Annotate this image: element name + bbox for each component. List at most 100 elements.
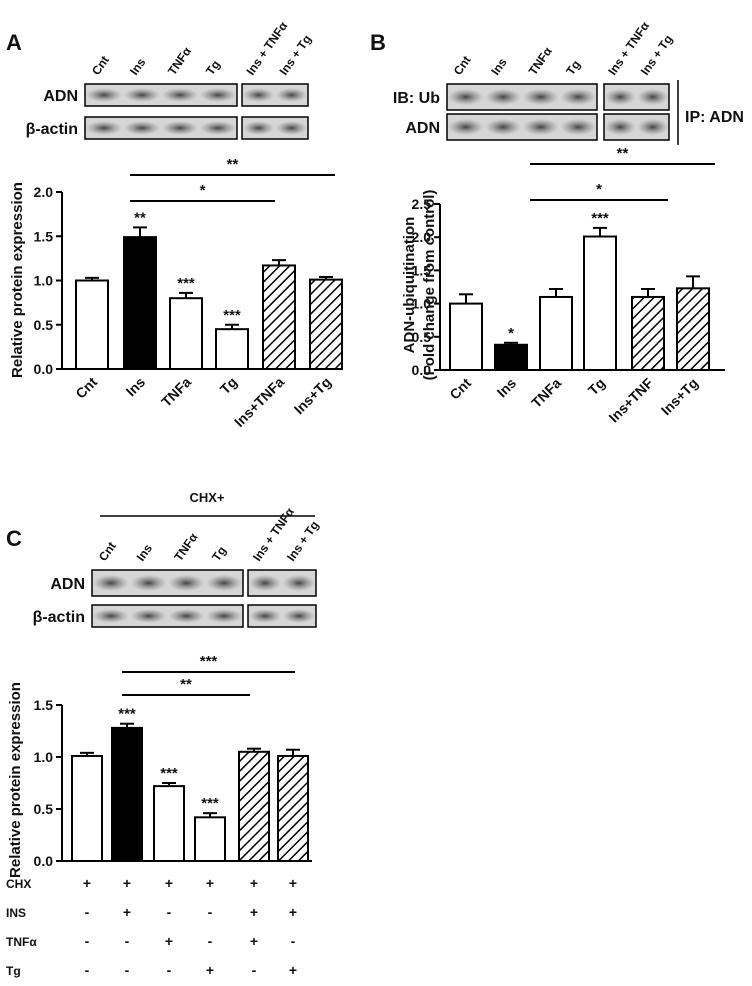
- blot-band: [161, 120, 199, 136]
- y-axis-label: Relative protein expression: [9, 182, 26, 378]
- y-tick-label: 2.0: [412, 229, 432, 245]
- lane-label: Ins: [134, 541, 156, 563]
- row-label: ADN: [43, 88, 78, 105]
- comparison-label: **: [227, 156, 239, 173]
- lane-label: Cnt: [89, 53, 112, 77]
- blot-band: [604, 118, 636, 136]
- y-tick-label: 2.5: [412, 196, 432, 212]
- lane-label: TNFα: [165, 44, 194, 78]
- comparison-label: **: [617, 145, 629, 162]
- x-tick-label: Ins+Tg: [291, 374, 334, 417]
- blot-band: [199, 120, 237, 136]
- x-tick-label: TNFa: [158, 374, 194, 410]
- treatment-mark: -: [291, 933, 296, 949]
- treatment-mark: +: [250, 933, 258, 949]
- panel-letter: B: [370, 30, 386, 55]
- blot-band: [560, 118, 597, 136]
- blot-band: [447, 118, 484, 136]
- panel-letter: A: [6, 30, 22, 55]
- y-axis-label: Relative protein expression: [7, 682, 24, 878]
- blot-header: CHX+: [189, 490, 224, 505]
- blot-band: [85, 87, 123, 103]
- bar: [238, 750, 270, 862]
- blot-band: [447, 88, 484, 106]
- treatment-mark: +: [250, 875, 258, 891]
- bar: [153, 785, 185, 862]
- treatment-name: INS: [6, 906, 26, 920]
- lane-label: Tg: [563, 58, 583, 78]
- y-tick-label: 2.0: [34, 184, 54, 200]
- side-label: IP: ADN: [685, 109, 744, 126]
- bar: [215, 328, 249, 370]
- treatment-mark: -: [252, 962, 257, 978]
- y-tick-label: 1.5: [34, 228, 54, 244]
- treatment-mark: +: [289, 962, 297, 978]
- blot-band: [123, 120, 161, 136]
- bar: [449, 302, 483, 372]
- blot-band: [248, 574, 282, 592]
- comparison-label: *: [200, 182, 206, 199]
- treatment-mark: -: [208, 904, 213, 920]
- bar: [539, 295, 573, 371]
- y-tick-label: 0.0: [34, 853, 54, 869]
- comparison-label: *: [596, 181, 602, 198]
- row-label: IB: Ub: [393, 90, 440, 107]
- x-tick-label: Ins+Tg: [658, 375, 701, 418]
- row-label: ADN: [405, 120, 440, 137]
- y-tick-label: 0.5: [34, 317, 54, 333]
- lane-label: Tg: [209, 544, 229, 564]
- lane-label: Ins: [127, 55, 149, 77]
- y-tick-label: 0.0: [34, 361, 54, 377]
- y-tick-label: 1.0: [34, 749, 54, 765]
- treatment-mark: -: [85, 962, 90, 978]
- treatment-mark: +: [289, 904, 297, 920]
- blot-band: [199, 87, 237, 103]
- blot-band: [522, 88, 559, 106]
- comparison-label: **: [180, 676, 192, 693]
- blot-band: [637, 88, 669, 106]
- blot-band: [560, 88, 597, 106]
- significance-label: *: [508, 325, 514, 342]
- significance-label: ***: [118, 706, 136, 723]
- blot-band: [248, 608, 282, 624]
- treatment-mark: +: [206, 962, 214, 978]
- treatment-mark: +: [83, 875, 91, 891]
- blot-band: [275, 87, 308, 103]
- blot-band: [242, 120, 275, 136]
- treatment-mark: +: [165, 875, 173, 891]
- bar: [71, 754, 103, 863]
- blot-band: [92, 608, 129, 624]
- y-tick-label: 0.5: [34, 801, 54, 817]
- lane-label: Cnt: [451, 53, 474, 77]
- x-tick-label: Cnt: [446, 375, 474, 403]
- panel-letter: C: [6, 526, 22, 551]
- bar: [75, 279, 109, 370]
- bar: [194, 816, 226, 863]
- lane-label: Ins + Tg: [284, 518, 322, 563]
- blot-band: [604, 88, 636, 106]
- treatment-mark: -: [125, 962, 130, 978]
- treatment-name: CHX: [6, 877, 31, 891]
- y-tick-label: 1.0: [412, 296, 432, 312]
- treatment-mark: -: [85, 904, 90, 920]
- lane-label: TNFα: [526, 44, 555, 78]
- y-tick-label: 1.0: [34, 273, 54, 289]
- x-tick-label: Tg: [217, 374, 240, 397]
- bar: [583, 235, 617, 371]
- x-tick-label: Cnt: [72, 374, 100, 402]
- blot-box: [91, 604, 244, 628]
- y-tick-label: 0.0: [412, 362, 432, 378]
- blot-band: [92, 574, 129, 592]
- blot-band: [637, 118, 669, 136]
- bar: [676, 287, 710, 371]
- y-tick-label: 0.5: [412, 329, 432, 345]
- bar: [309, 278, 343, 370]
- significance-label: ***: [160, 765, 178, 782]
- significance-label: **: [134, 209, 146, 226]
- treatment-mark: -: [167, 962, 172, 978]
- treatment-name: TNFα: [6, 935, 37, 949]
- blot-band: [206, 608, 243, 624]
- treatment-name: Tg: [6, 964, 21, 978]
